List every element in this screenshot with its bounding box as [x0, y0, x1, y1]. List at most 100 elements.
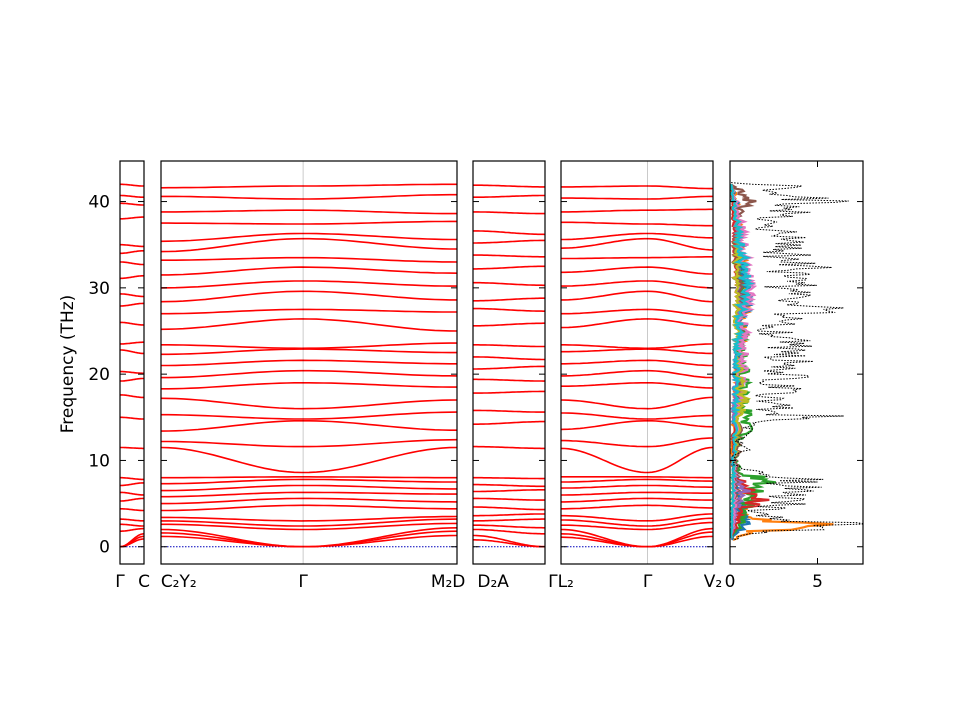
panel-frame	[560, 160, 714, 565]
phonon-branch	[161, 518, 458, 527]
phonon-branch	[473, 239, 545, 244]
phonon-branch	[161, 476, 457, 479]
k-point-label: Γ	[298, 572, 308, 592]
k-point-label: V₂	[704, 572, 722, 592]
phonon-branch	[120, 533, 144, 548]
k-point-label: Γ	[643, 572, 653, 592]
phonon-branch	[561, 382, 714, 389]
phonon-branch	[161, 504, 457, 512]
dos-x-tick-label: 0	[725, 572, 736, 592]
y-tick-label: 20	[88, 365, 110, 385]
phonon-branch	[161, 478, 457, 485]
phonon-branch	[161, 438, 458, 448]
phonon-branch	[120, 293, 144, 298]
phonon-branch	[119, 377, 144, 382]
phonon-branch	[120, 261, 144, 266]
k-point-label: C₂Y₂	[161, 572, 197, 592]
phonon-branch	[473, 254, 545, 258]
phonon-branch	[120, 416, 144, 420]
phonon-branch	[161, 411, 458, 420]
phonon-branch	[120, 275, 144, 280]
phonon-branch	[561, 208, 713, 213]
phonon-branch	[120, 497, 144, 502]
phonon-branch	[160, 527, 458, 548]
phonon-branch	[473, 297, 545, 302]
phonon-branch	[161, 256, 458, 263]
phonon-branch	[161, 266, 458, 276]
phonon-branch	[560, 535, 714, 548]
phonon-branch	[473, 390, 545, 394]
phonon-branch	[120, 302, 144, 307]
partial-dos-curve	[730, 183, 756, 539]
phonon-branch	[473, 211, 545, 215]
phonon-branch	[161, 484, 457, 492]
phonon-branch	[561, 497, 713, 503]
phonon-branch	[160, 290, 457, 303]
phonon-branch	[561, 256, 713, 260]
y-tick-label: 40	[88, 193, 110, 213]
dos-curves	[730, 182, 863, 541]
phonon-branch	[473, 476, 545, 480]
phonon-branch	[120, 523, 144, 527]
phonon-branch	[160, 237, 457, 253]
phonon-branch	[561, 476, 713, 479]
phonon-branch	[560, 527, 714, 548]
phonon-branch	[120, 341, 144, 345]
phonon-branch	[160, 420, 457, 432]
phonon-branch	[161, 348, 457, 356]
phonon-branch	[561, 504, 713, 510]
phonon-branch	[161, 369, 458, 379]
phonon-branch	[161, 522, 458, 531]
band-panel-1: C₂Y₂ Γ M₂D	[160, 160, 466, 592]
phonon-branch	[161, 359, 457, 367]
phonon-branch	[560, 446, 714, 474]
phonon-branch	[160, 397, 458, 410]
phonon-branch	[120, 216, 144, 220]
phonon-branch	[120, 482, 144, 487]
phonon-branch	[120, 249, 145, 255]
phonon-branch	[561, 195, 713, 200]
phonon-branch	[561, 185, 713, 190]
phonon-branch	[473, 322, 545, 327]
phonon-branch	[560, 396, 714, 410]
phonon-branch	[473, 534, 545, 548]
phonon-branch	[472, 518, 545, 522]
phonon-branch	[561, 343, 714, 350]
phonon-branch	[561, 491, 713, 496]
panel-frame	[160, 160, 458, 565]
band-panel-3: ΓL₂ Γ V₂	[548, 160, 722, 592]
phonon-branch	[473, 528, 545, 535]
phonon-branch	[160, 318, 458, 332]
phonon-branch	[120, 446, 144, 450]
k-point-label: C	[138, 572, 150, 592]
phonon-branch	[560, 484, 713, 489]
phonon-branch	[473, 344, 545, 348]
phonon-branch	[120, 183, 144, 187]
phonon-branch	[473, 378, 545, 382]
phonon-branch	[561, 221, 713, 227]
phonon-branch	[161, 209, 457, 215]
phonon-branch	[473, 307, 545, 312]
phonon-branch	[161, 491, 457, 498]
phonon-branch	[561, 290, 714, 303]
phonon-branch	[161, 220, 457, 225]
dos-x-tick-label: 5	[812, 572, 823, 592]
k-point-label: M₂D	[431, 572, 466, 592]
phonon-branch	[561, 513, 714, 522]
phonon-branch	[160, 446, 458, 474]
panel-frame	[472, 160, 546, 565]
total-dos-curve	[730, 182, 863, 541]
phonon-branch	[561, 359, 713, 367]
k-point-label: D₂A	[477, 572, 509, 592]
phonon-branch	[120, 349, 144, 355]
phonon-branch	[160, 232, 457, 243]
y-tick-label: 10	[88, 451, 110, 471]
phonon-branch	[560, 318, 713, 329]
k-point-label: ΓL₂	[548, 572, 574, 592]
phonon-branch	[561, 266, 713, 275]
panel-frame	[119, 160, 145, 565]
phonon-branch	[120, 202, 144, 206]
phonon-branch	[473, 445, 545, 450]
